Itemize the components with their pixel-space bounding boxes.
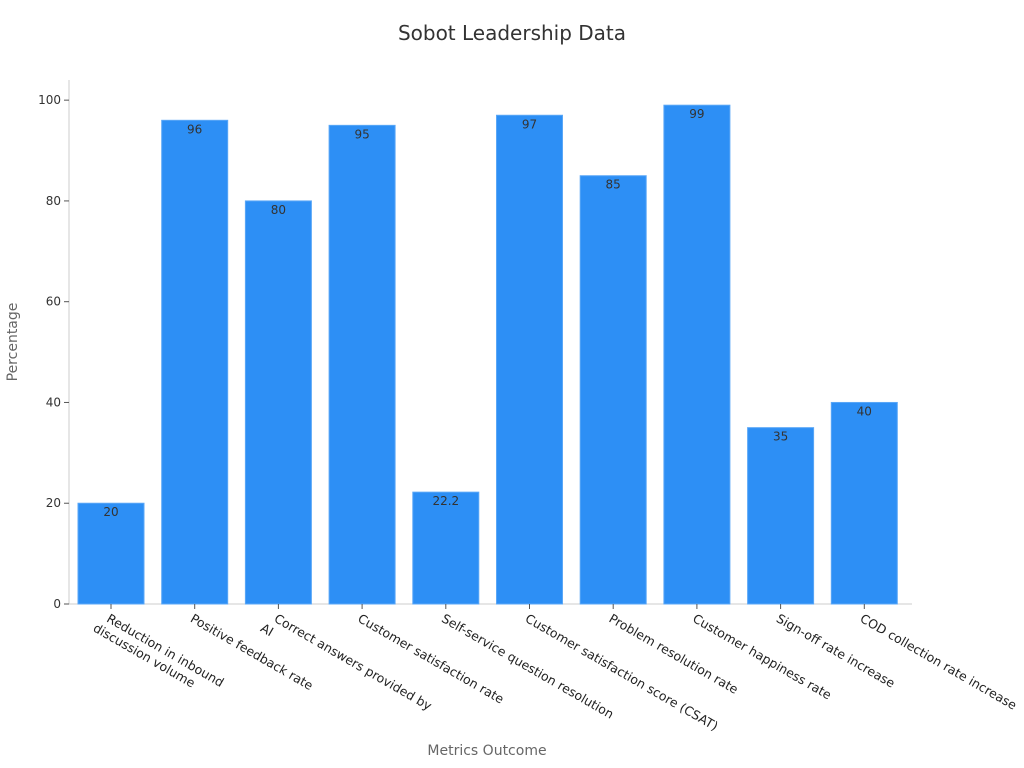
data-label: 20 bbox=[103, 505, 118, 519]
data-label: 99 bbox=[689, 107, 704, 121]
bar bbox=[328, 124, 396, 605]
chart-title: Sobot Leadership Data bbox=[398, 21, 626, 45]
bar bbox=[496, 114, 563, 605]
bar bbox=[747, 427, 815, 605]
data-label: 97 bbox=[522, 117, 537, 131]
data-label: 80 bbox=[271, 203, 286, 217]
bar bbox=[579, 175, 647, 605]
x-tick-label-line: Customer happiness rate bbox=[690, 611, 834, 703]
y-tick-label: 60 bbox=[46, 295, 61, 309]
bar bbox=[244, 200, 312, 605]
x-tick-label: Customer satisfaction rate bbox=[355, 611, 507, 707]
y-tick-label: 20 bbox=[46, 496, 61, 510]
data-label: 40 bbox=[857, 404, 872, 418]
data-label: 35 bbox=[773, 430, 788, 444]
y-tick-label: 100 bbox=[38, 93, 61, 107]
x-tick-label-line: COD collection rate increase bbox=[858, 611, 1020, 713]
data-label: 85 bbox=[606, 178, 621, 192]
y-tick-label: 80 bbox=[46, 194, 61, 208]
bar bbox=[830, 401, 898, 605]
bar bbox=[161, 119, 229, 605]
y-tick-label: 0 bbox=[53, 597, 61, 611]
bar bbox=[77, 502, 145, 605]
data-label: 22.2 bbox=[432, 494, 459, 508]
bar bbox=[412, 491, 480, 605]
x-tick-label: Customer happiness rate bbox=[690, 611, 834, 703]
x-tick-label: Self-service question resolution bbox=[439, 611, 616, 722]
x-tick-label-line: Customer satisfaction rate bbox=[355, 611, 507, 707]
x-tick-label: COD collection rate increase bbox=[858, 611, 1020, 713]
x-tick-label-line: Self-service question resolution bbox=[439, 611, 616, 722]
y-tick-label: 40 bbox=[46, 395, 61, 409]
data-label: 96 bbox=[187, 122, 202, 136]
y-axis-title: Percentage bbox=[5, 303, 21, 382]
data-label: 95 bbox=[354, 127, 369, 141]
x-tick-label-line: Correct answers provided by bbox=[272, 611, 435, 714]
bar bbox=[663, 104, 731, 605]
x-axis-title: Metrics Outcome bbox=[427, 743, 546, 759]
